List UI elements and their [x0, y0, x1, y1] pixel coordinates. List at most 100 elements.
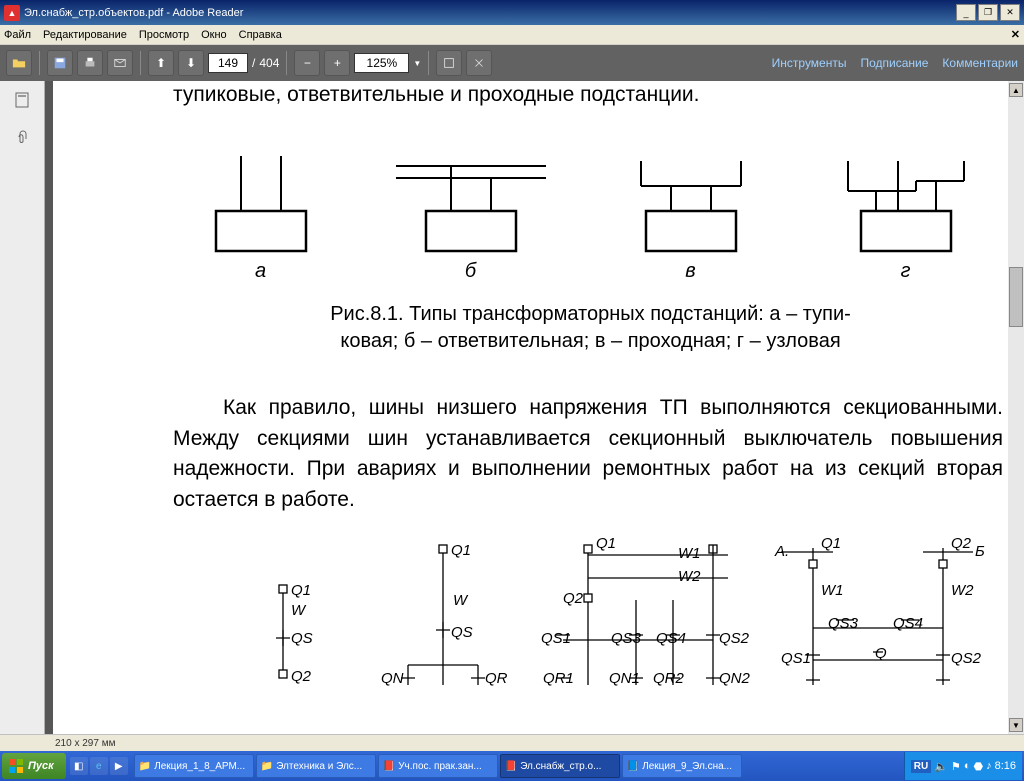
separator: [39, 51, 40, 75]
figure-8-2: Q1 W QS Q2 Q1 W QS QN QR Q1 W1 W2 Q2 QS1…: [173, 530, 1008, 700]
system-tray: RU 🔈 ⚑ ◐ ⬣ ♪ 8:16: [904, 752, 1022, 780]
sch-label: QN1: [609, 670, 640, 687]
sch-label: Q1: [821, 535, 841, 552]
scroll-up-button[interactable]: ▲: [1009, 83, 1023, 97]
taskbar-task[interactable]: 📕Эл.снабж_стр.о...: [500, 754, 620, 778]
scroll-down-button[interactable]: ▼: [1009, 718, 1023, 732]
word-icon: 📘: [627, 761, 639, 772]
sch-label: QS4: [656, 630, 686, 647]
restore-button[interactable]: ❐: [978, 4, 998, 21]
task-label: Лекция_9_Эл.сна...: [642, 761, 732, 772]
menu-view[interactable]: Просмотр: [139, 29, 189, 41]
language-indicator[interactable]: RU: [911, 760, 931, 773]
minimize-button[interactable]: _: [956, 4, 976, 21]
separator: [286, 51, 287, 75]
sch-label: W1: [678, 545, 701, 562]
sch-label: QS2: [951, 650, 981, 667]
task-label: Элтехника и Элс...: [276, 761, 362, 772]
attachments-icon[interactable]: [9, 123, 35, 149]
page-sep: /: [252, 56, 255, 70]
sch-label: Q2: [291, 668, 311, 685]
tray-icon[interactable]: ⬣: [973, 760, 983, 773]
figure-caption: Рис.8.1. Типы трансформаторных подстанци…: [173, 301, 1008, 355]
print-button[interactable]: [77, 50, 103, 76]
zoom-in-button[interactable]: +: [324, 50, 350, 76]
clock[interactable]: 8:16: [995, 760, 1016, 772]
taskbar: Пуск ◧ e ▶ 📁Лекция_1_8_АРМ...📁Элтехника …: [0, 751, 1024, 781]
window-buttons: _ ❐ ✕: [956, 4, 1020, 21]
zoom-out-button[interactable]: −: [294, 50, 320, 76]
zoom-input[interactable]: [354, 53, 409, 73]
sch-label: Q: [875, 645, 887, 662]
tray-icon[interactable]: ♪: [986, 760, 992, 772]
read-mode-button[interactable]: [466, 50, 492, 76]
ie-icon[interactable]: e: [90, 757, 108, 775]
tray-icon[interactable]: 🔈: [934, 760, 948, 773]
menu-edit[interactable]: Редактирование: [43, 29, 127, 41]
substation-g: г: [836, 156, 976, 283]
pdf-icon: 📕: [505, 761, 517, 772]
show-desktop-icon[interactable]: ◧: [70, 757, 88, 775]
taskbar-task[interactable]: 📘Лекция_9_Эл.сна...: [622, 754, 742, 778]
pdf-icon: 📕: [383, 761, 395, 772]
paragraph: Как правило, шины низшего напряжения ТП …: [173, 393, 1008, 515]
sch-label: QN: [381, 670, 404, 687]
page-dimensions: 210 x 297 мм: [55, 738, 115, 749]
sch-label: QN2: [719, 670, 750, 687]
scroll-thumb[interactable]: [1009, 267, 1023, 327]
sch-label: QR: [485, 670, 508, 687]
titlebar: ▲ Эл.снабж_стр.объектов.pdf - Adobe Read…: [0, 0, 1024, 25]
sch-label: W1: [821, 582, 844, 599]
sch-label: Q2: [951, 535, 971, 552]
label-v: в: [685, 260, 695, 283]
sch-label: Б: [975, 543, 985, 560]
thumbnails-icon[interactable]: [9, 87, 35, 113]
save-button[interactable]: [47, 50, 73, 76]
taskbar-task[interactable]: 📁Элтехника и Элс...: [256, 754, 376, 778]
task-label: Лекция_1_8_АРМ...: [154, 761, 245, 772]
sch-label: Q1: [451, 542, 471, 559]
substation-v: в: [626, 156, 756, 283]
sign-panel-link[interactable]: Подписание: [860, 56, 928, 70]
doc-close-button[interactable]: ✕: [1011, 28, 1020, 41]
sch-label: QS: [291, 630, 313, 647]
taskbar-task[interactable]: 📁Лекция_1_8_АРМ...: [134, 754, 254, 778]
folder-icon: 📁: [261, 761, 273, 772]
sch-label: А.: [775, 543, 789, 560]
email-button[interactable]: [107, 50, 133, 76]
task-label: Уч.пос. прак.зан...: [398, 761, 482, 772]
comments-panel-link[interactable]: Комментарии: [942, 56, 1018, 70]
substation-b: б: [396, 156, 546, 283]
start-button[interactable]: Пуск: [2, 753, 66, 779]
taskbar-task[interactable]: 📕Уч.пос. прак.зан...: [378, 754, 498, 778]
fit-width-button[interactable]: [436, 50, 462, 76]
sch-label: QS1: [781, 650, 811, 667]
open-button[interactable]: [6, 50, 32, 76]
menu-window[interactable]: Окно: [201, 29, 227, 41]
page-up-button[interactable]: ⬆: [148, 50, 174, 76]
document-area[interactable]: тупиковые, ответвительные и проходные по…: [45, 81, 1008, 734]
sch-label: Q1: [596, 535, 616, 552]
close-button[interactable]: ✕: [1000, 4, 1020, 21]
toolbar: ⬆ ⬇ / 404 − + ▼ Инструменты Подписание К…: [0, 45, 1024, 81]
figure-8-1: а б: [173, 156, 1008, 283]
taskbar-tasks: 📁Лекция_1_8_АРМ...📁Элтехника и Элс...📕Уч…: [134, 754, 904, 778]
tools-panel-link[interactable]: Инструменты: [772, 56, 847, 70]
sch-label: QS: [451, 624, 473, 641]
folder-icon: 📁: [139, 761, 151, 772]
menu-file[interactable]: Файл: [4, 29, 31, 41]
vertical-scrollbar[interactable]: ▲ ▼: [1008, 81, 1024, 734]
sch-label: QS2: [719, 630, 749, 647]
menu-help[interactable]: Справка: [239, 29, 282, 41]
sidebar: [0, 81, 45, 734]
page-down-button[interactable]: ⬇: [178, 50, 204, 76]
sch-label: QS1: [541, 630, 571, 647]
sch-label: QS4: [893, 615, 923, 632]
sch-label: QR2: [653, 670, 684, 687]
media-icon[interactable]: ▶: [110, 757, 128, 775]
sch-label: Q2: [563, 590, 583, 607]
sch-label: QR1: [543, 670, 574, 687]
page-number-input[interactable]: [208, 53, 248, 73]
tray-icon[interactable]: ◐: [964, 760, 971, 772]
tray-icon[interactable]: ⚑: [951, 760, 961, 773]
